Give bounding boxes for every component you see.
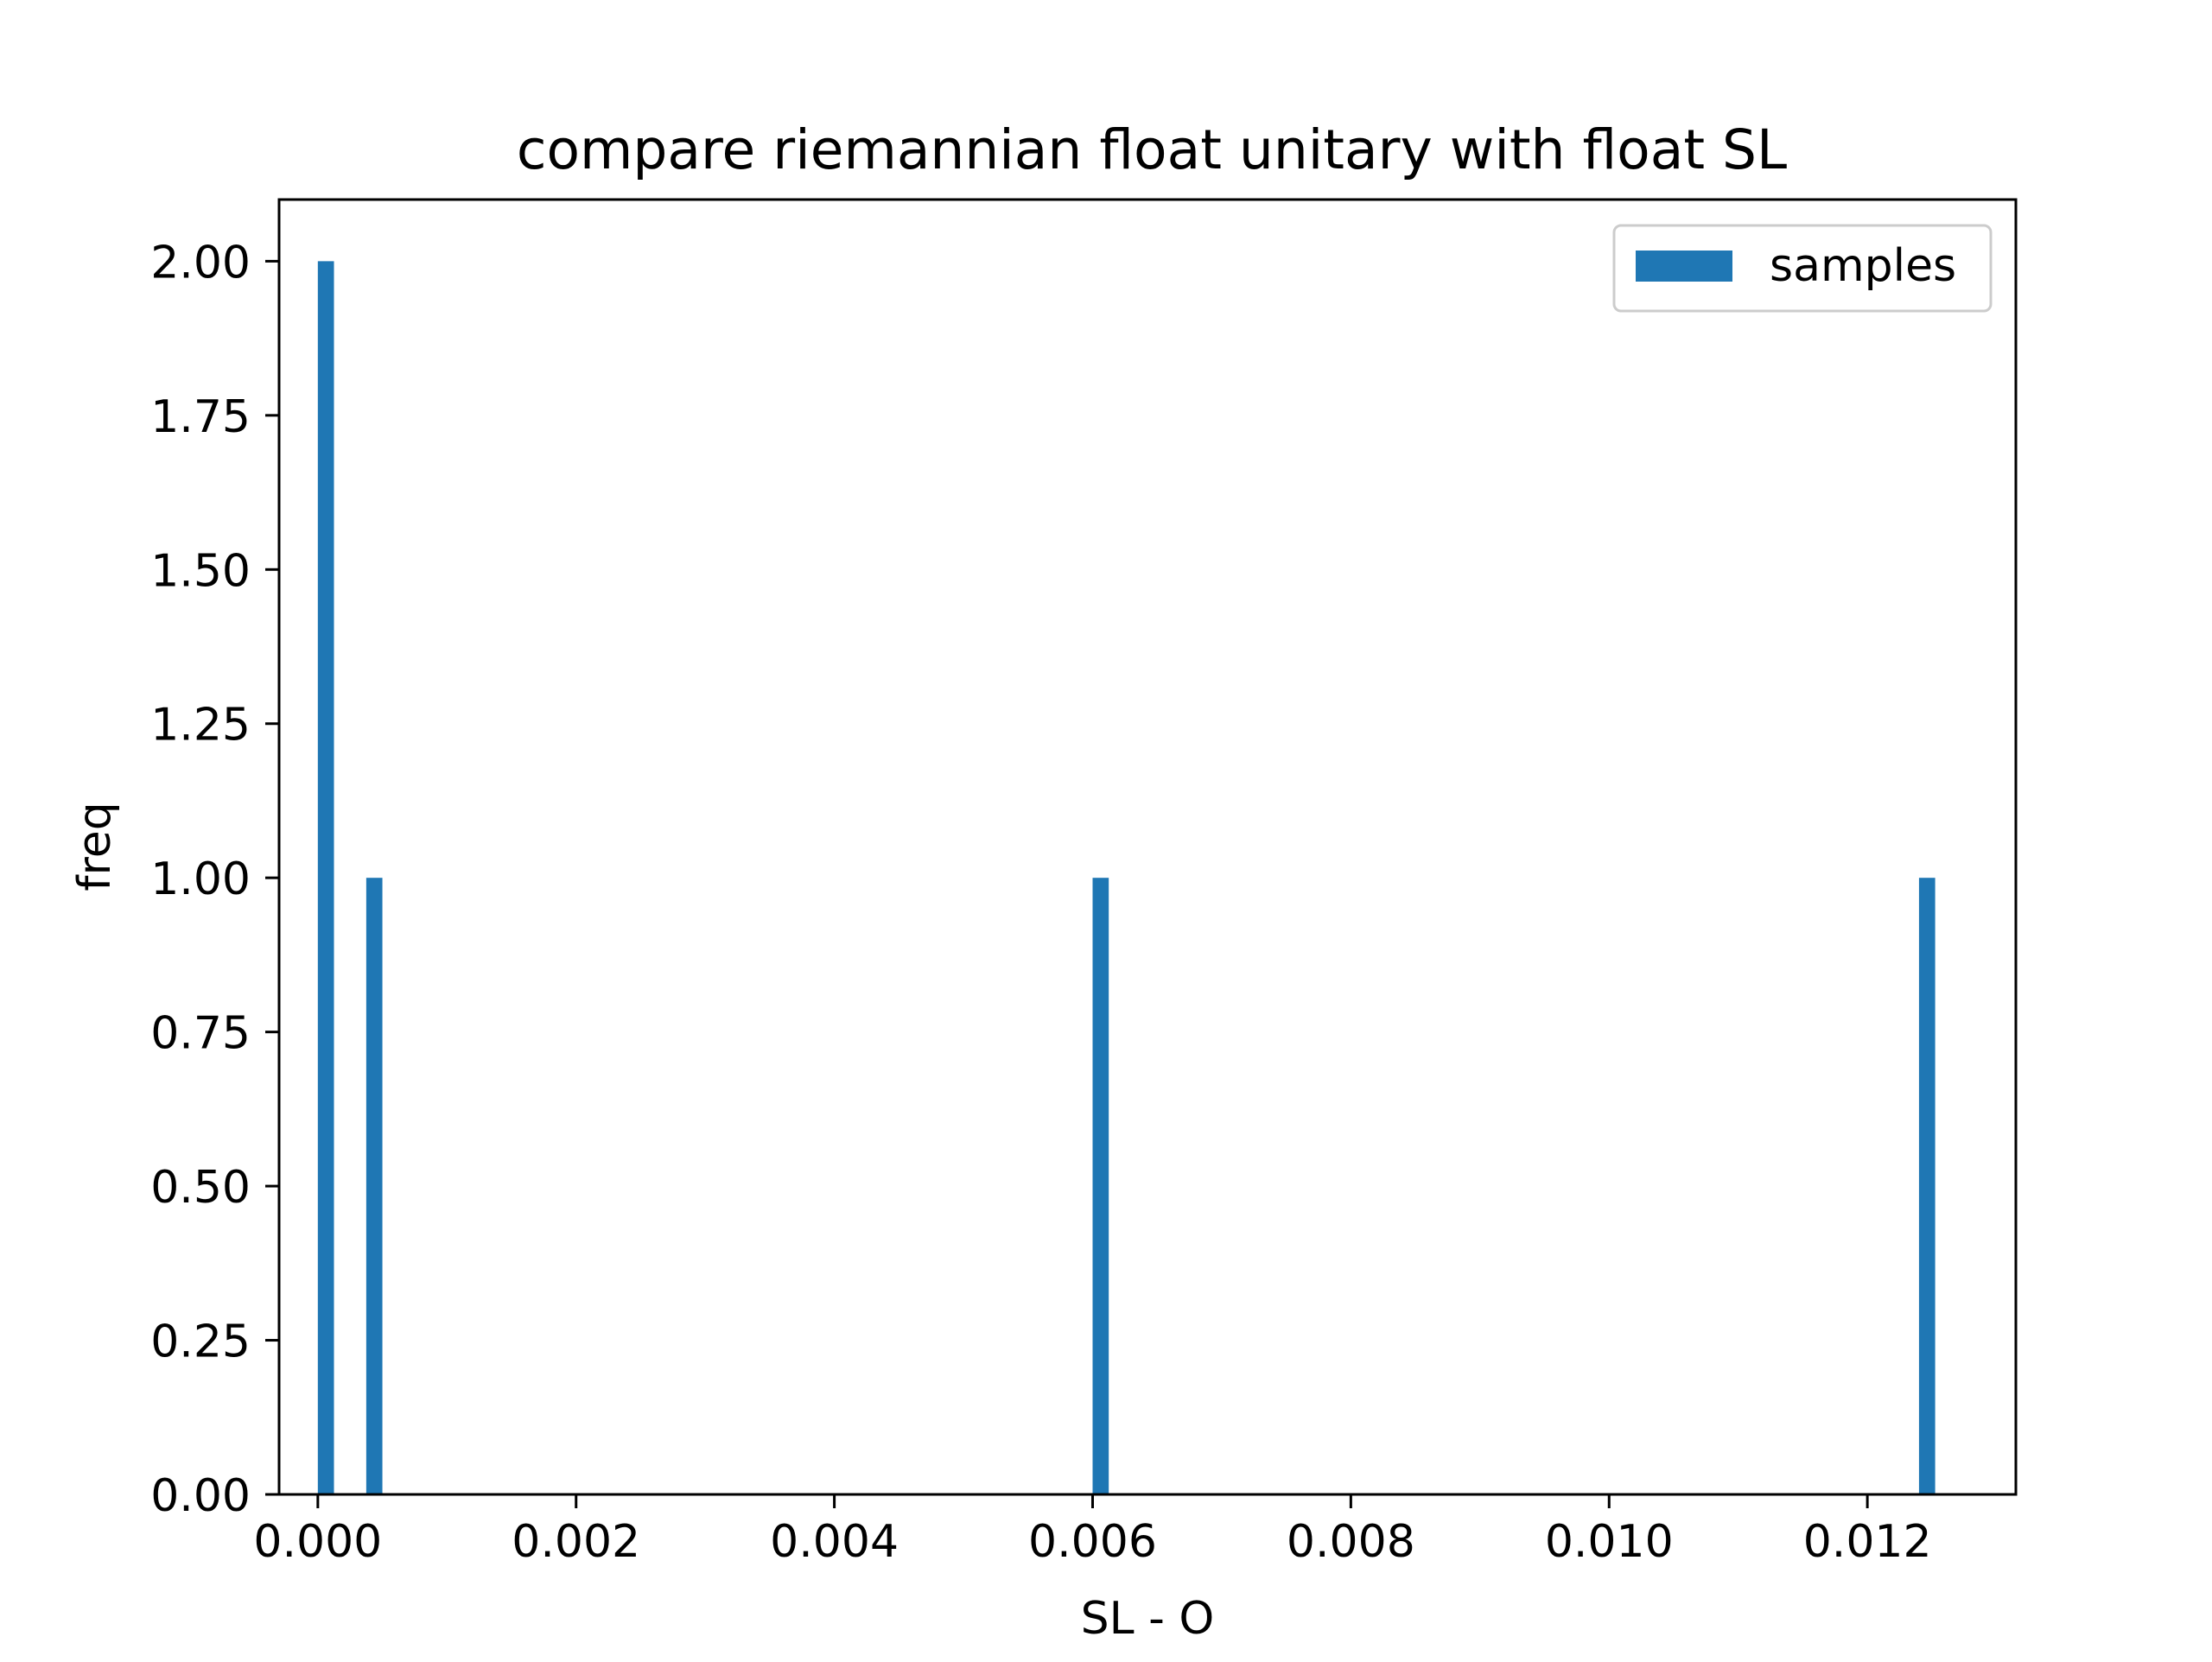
x-tick-label: 0.008 [1287, 1516, 1415, 1568]
y-axis-label: freq [69, 802, 121, 891]
x-tick-label: 0.006 [1028, 1516, 1157, 1568]
histogram-bar [317, 261, 334, 1494]
y-tick-label: 2.00 [150, 237, 251, 289]
x-tick-label: 0.010 [1545, 1516, 1674, 1568]
legend-swatch-samples [1636, 251, 1732, 282]
chart-title: compare riemannian float unitary with fl… [517, 118, 1787, 181]
y-tick-label: 1.50 [150, 545, 251, 597]
bars-layer [317, 261, 1936, 1494]
legend-label-samples: samples [1770, 240, 1956, 292]
plot-area-frame [277, 198, 2018, 1496]
x-tick-label: 0.000 [253, 1516, 382, 1568]
legend-frame [1612, 224, 1993, 313]
y-tick-label: 0.75 [150, 1008, 251, 1060]
y-tick-label: 0.25 [150, 1316, 251, 1368]
x-axis-label: SL - O [1081, 1593, 1215, 1645]
y-axis-ticks: 0.00 0.25 0.50 0.75 1.00 1.25 1.50 1.75 2.00 [150, 237, 279, 1522]
x-tick-label: 0.004 [770, 1516, 899, 1568]
histogram-bar [1918, 878, 1936, 1494]
x-tick-label: 0.012 [1803, 1516, 1932, 1568]
y-tick-label: 1.25 [150, 700, 251, 752]
y-tick-label: 0.50 [150, 1162, 251, 1214]
y-tick-label: 0.00 [150, 1470, 251, 1522]
y-tick-label: 1.00 [150, 853, 251, 905]
legend: samples [1612, 224, 1993, 313]
histogram-bar [1092, 878, 1109, 1494]
x-axis-ticks: 0.000 0.002 0.004 0.006 0.008 0.010 0.012 [253, 1494, 1932, 1568]
x-tick-label: 0.002 [512, 1516, 640, 1568]
y-tick-label: 1.75 [150, 391, 251, 443]
histogram-bar [365, 878, 383, 1494]
